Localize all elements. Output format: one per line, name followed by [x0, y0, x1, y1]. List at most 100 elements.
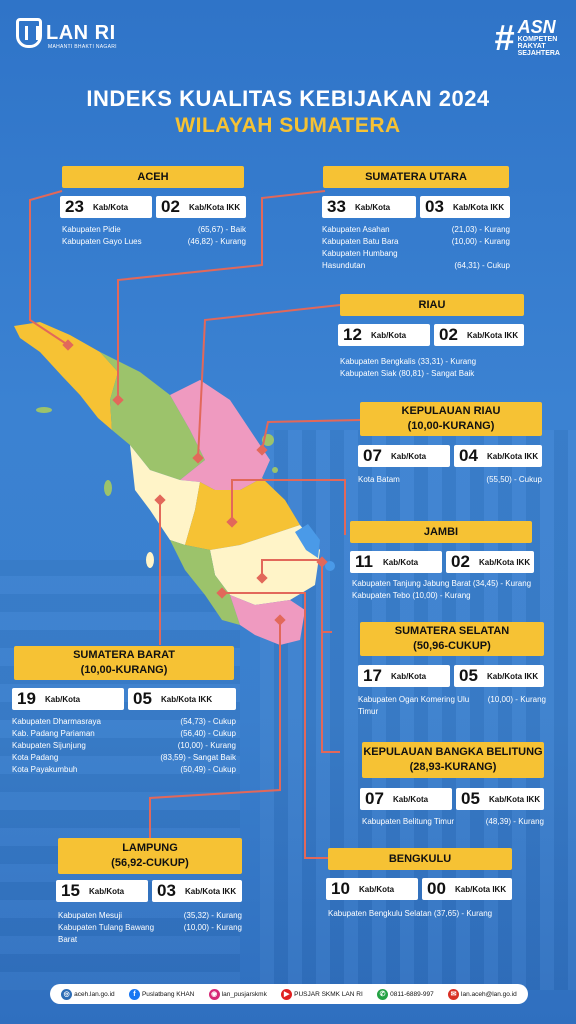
sumut-header: SUMATERA UTARA — [323, 166, 509, 188]
sumsel-ikk-count: 05 Kab/Kota IKK — [454, 665, 544, 687]
list-item: Kabupaten Tulang Bawang (10,00) - Kurang — [58, 923, 242, 932]
region-name: ACEH — [137, 170, 169, 183]
count-value: 23 — [65, 197, 84, 216]
sumbar-header: SUMATERA BARAT (10,00-KURANG) — [14, 646, 234, 680]
map-aceh — [14, 322, 118, 430]
sumbar-list: Kabupaten Dharmasraya (54,73) - Cukup Kab… — [12, 716, 236, 776]
aceh-list: Kabupaten Pidie (65,67) - Baik Kabupaten … — [62, 224, 246, 248]
footer-item-email[interactable]: ✉ lan.aceh@lan.go.id — [448, 988, 517, 1000]
page-title: INDEKS KUALITAS KEBIJAKAN 2024 — [86, 86, 490, 111]
footer-item-whatsapp[interactable]: ✆ 0811-6889-997 — [377, 988, 434, 1000]
connector-jambi — [231, 479, 346, 535]
connector-dot — [256, 572, 268, 584]
connector-dot — [316, 556, 328, 568]
connector-babel — [321, 562, 340, 753]
sumsel-header: SUMATERA SELATAN (50,96-CUKUP) — [360, 622, 544, 656]
count-label: Kab/Kota IKK — [189, 202, 241, 212]
map-sumatera-selatan — [210, 525, 320, 605]
list-item: Kabupaten Sijunjung (10,00) - Kurang — [12, 741, 236, 750]
facebook-icon: f — [128, 988, 140, 1000]
babel-list: Kabupaten Belitung Timur (48,39) - Kurang — [362, 816, 544, 828]
connector-riau — [197, 304, 341, 459]
sumsel-kab-count: 17 Kab/Kota — [358, 665, 450, 687]
lampung-list: Kabupaten Mesuji (35,32) - Kurang Kabupat… — [58, 910, 242, 946]
whatsapp-icon: ✆ — [377, 988, 389, 1000]
asn-logo: # ASN KOMPETEN RAKYAT SEJAHTERA — [495, 18, 560, 57]
list-item: Kabupaten Belitung Timur (48,39) - Kurang — [362, 817, 544, 826]
sumbar-ikk-count: 05 Kab/Kota IKK — [128, 688, 236, 710]
list-item: Kabupaten Bengkalis (33,31) - Kurang — [340, 357, 477, 366]
lampung-header: LAMPUNG (56,92-CUKUP) — [58, 838, 242, 874]
kepri-ikk-count: 04 Kab/Kota IKK — [454, 445, 542, 467]
logo-tagline: MAHANTI BHAKTI NAGARI — [48, 44, 117, 50]
aceh-ikk-count: 02 Kab/Kota IKK — [156, 196, 246, 218]
bengkulu-header: BENGKULU — [328, 848, 512, 870]
connector-lampung — [149, 620, 281, 840]
list-item: Kabupaten Asahan (21,03) - Kurang — [322, 225, 510, 234]
map-nias — [104, 480, 112, 496]
babel-kab-count: 07 Kab/Kota — [360, 788, 452, 810]
list-item: Kota Batam (55,50) - Cukup — [358, 475, 542, 484]
connector-dot — [274, 614, 286, 626]
kepri-list: Kota Batam (55,50) - Cukup — [358, 474, 542, 486]
list-item: Kabupaten Bengkulu Selatan (37,65) - Kur… — [328, 909, 493, 918]
list-item: Kabupaten Ogan Komering Ulu (10,00) - Kur… — [358, 695, 546, 704]
footer-item-youtube[interactable]: ▶ PUSJAR SKMK LAN RI — [281, 988, 363, 1000]
list-item: Kabupaten Batu Bara (10,00) - Kurang — [322, 237, 510, 246]
count-label: Kab/Kota — [93, 202, 129, 212]
connector-dot — [154, 494, 166, 506]
list-item: Kabupaten Humbang — [322, 249, 398, 258]
aceh-kab-count: 23 Kab/Kota — [60, 196, 152, 218]
asn-big: ASN — [517, 17, 556, 37]
sumut-ikk-count: 03 Kab/Kota IKK — [420, 196, 510, 218]
list-item: Kabupaten Pidie (65,67) - Baik — [62, 225, 246, 234]
sumut-kab-count: 33 Kab/Kota — [322, 196, 416, 218]
lampung-kab-count: 15 Kab/Kota — [56, 880, 148, 902]
bengkulu-ikk-count: 00 Kab/Kota IKK — [422, 878, 512, 900]
map-jambi — [185, 478, 300, 550]
asn-hash: # — [494, 16, 515, 58]
map-mentawai — [146, 552, 154, 568]
connector-kepri — [261, 419, 361, 451]
map-bangka — [295, 524, 320, 558]
list-item: Kab. Padang Pariaman (56,40) - Cukup — [12, 729, 236, 738]
asn-line2: RAKYAT — [517, 43, 546, 50]
count-value: 02 — [161, 197, 180, 216]
list-item: Kota Payakumbuh (50,49) - Cukup — [12, 765, 236, 774]
list-item: Kabupaten Gayo Lues (46,82) - Kurang — [62, 237, 246, 246]
footer-item-facebook[interactable]: f Puslatbang KHAN — [128, 988, 194, 1000]
asn-line1: KOMPETEN — [517, 36, 558, 43]
lan-logo-icon — [16, 18, 42, 48]
list-item: Kabupaten Mesuji (35,32) - Kurang — [58, 911, 242, 920]
list-item: Kabupaten Tanjung Jabung Barat (34,45) -… — [352, 579, 532, 588]
connector-sumut — [117, 190, 326, 400]
list-item: Kabupaten Dharmasraya (54,73) - Cukup — [12, 717, 236, 726]
list-item: Kota Padang (83,59) - Sangat Baik — [12, 753, 236, 762]
kepri-header: KEPULAUAN RIAU (10,00-KURANG) — [360, 402, 542, 436]
footer-item-instagram[interactable]: ◉ lan_pusjarskmk — [208, 988, 267, 1000]
sumut-list: Kabupaten Asahan (21,03) - Kurang Kabupat… — [322, 224, 510, 272]
map-lampung — [230, 595, 305, 645]
region-name: SUMATERA UTARA — [365, 170, 467, 183]
connector-dot — [192, 452, 204, 464]
riau-kab-count: 12 Kab/Kota — [338, 324, 430, 346]
map-bengkulu — [170, 540, 240, 625]
connector-aceh — [29, 190, 69, 346]
instagram-icon: ◉ — [208, 988, 220, 1000]
list-item: Timur — [358, 707, 379, 716]
aceh-header: ACEH — [62, 166, 244, 188]
sumsel-list: Kabupaten Ogan Komering Ulu (10,00) - Kur… — [358, 694, 546, 718]
map-riau — [170, 380, 270, 490]
babel-ikk-count: 05 Kab/Kota IKK — [456, 788, 544, 810]
list-item: Kabupaten Tebo (10,00) - Kurang — [352, 591, 471, 600]
map-sumatera-utara — [100, 352, 205, 480]
connector-dot — [216, 587, 228, 599]
riau-ikk-count: 02 Kab/Kota IKK — [434, 324, 524, 346]
babel-header: KEPULAUAN BANGKA BELITUNG (28,93-KURANG) — [362, 742, 544, 778]
jambi-kab-count: 11 Kab/Kota — [350, 551, 442, 573]
footer-item-website[interactable]: ◎ aceh.lan.go.id — [61, 988, 115, 1000]
background-building-left — [0, 560, 240, 990]
map-sumatera-barat — [130, 445, 200, 545]
riau-header: RIAU — [340, 294, 524, 316]
map-kepri-island — [272, 467, 278, 473]
